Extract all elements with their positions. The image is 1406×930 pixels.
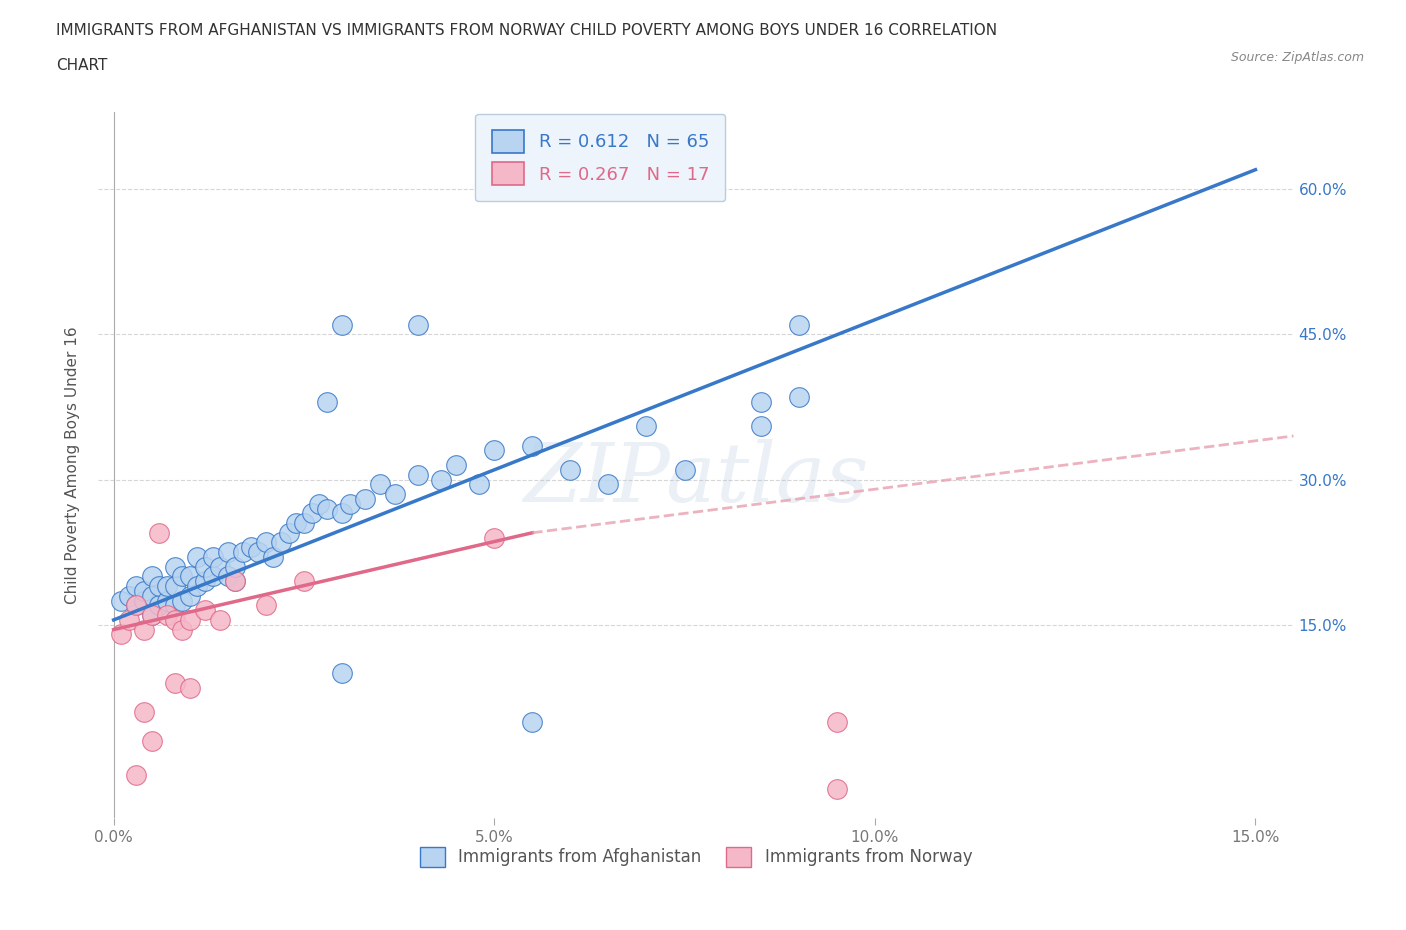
Point [308,497,330,512]
Point [132,704,155,719]
Point [636,418,658,433]
Point [141,607,163,622]
Point [194,559,217,574]
Point [330,506,353,521]
Point [148,525,170,540]
Point [172,622,194,637]
Point [156,578,179,593]
Point [118,613,141,628]
Legend: Immigrants from Afghanistan, Immigrants from Norway: Immigrants from Afghanistan, Immigrants … [413,840,979,873]
Point [163,578,186,593]
Point [179,680,201,695]
Text: ZIPatlas: ZIPatlas [523,439,869,519]
Point [125,598,148,613]
Point [125,598,148,613]
Point [224,559,246,574]
Point [406,317,429,332]
Point [110,593,132,608]
Point [484,443,506,458]
Point [194,574,217,589]
Text: Source: ZipAtlas.com: Source: ZipAtlas.com [1230,51,1364,64]
Point [292,515,315,530]
Point [209,559,232,574]
Point [330,666,353,681]
Point [179,613,201,628]
Point [270,535,292,550]
Point [194,603,217,618]
Point [598,477,620,492]
Point [163,613,186,628]
Point [110,627,132,642]
Point [125,578,148,593]
Point [277,525,299,540]
Point [315,501,337,516]
Point [368,477,391,492]
Point [468,477,491,492]
Point [484,530,506,545]
Point [224,574,246,589]
Point [825,782,848,797]
Point [186,550,208,565]
Point [353,491,375,506]
Point [384,486,406,501]
Point [263,550,285,565]
Point [787,390,810,405]
Point [522,438,544,453]
Point [179,569,201,584]
Point [163,598,186,613]
Point [825,714,848,729]
Point [132,583,155,598]
Point [172,569,194,584]
Point [232,545,254,560]
Point [141,589,163,604]
Point [330,317,353,332]
Point [163,675,186,690]
Point [132,593,155,608]
Point [285,515,308,530]
Point [118,589,141,604]
Point [560,462,582,477]
Point [132,622,155,637]
Point [209,613,232,628]
Point [141,607,163,622]
Point [673,462,696,477]
Point [201,550,224,565]
Point [148,598,170,613]
Point [430,472,453,487]
Point [787,317,810,332]
Point [148,578,170,593]
Point [239,539,262,554]
Point [254,598,277,613]
Point [406,467,429,482]
Point [339,497,361,512]
Point [315,394,337,409]
Point [749,394,772,409]
Point [201,569,224,584]
Point [254,535,277,550]
Point [186,578,208,593]
Point [444,458,467,472]
Point [156,607,179,622]
Point [141,734,163,749]
Point [301,506,323,521]
Point [179,589,201,604]
Point [141,569,163,584]
Point [224,574,246,589]
Point [125,767,148,782]
Point [217,569,239,584]
Point [156,593,179,608]
Point [163,559,186,574]
Text: IMMIGRANTS FROM AFGHANISTAN VS IMMIGRANTS FROM NORWAY CHILD POVERTY AMONG BOYS U: IMMIGRANTS FROM AFGHANISTAN VS IMMIGRANT… [56,23,997,38]
Point [292,574,315,589]
Text: CHART: CHART [56,58,108,73]
Point [217,545,239,560]
Point [247,545,270,560]
Point [522,714,544,729]
Point [749,418,772,433]
Point [172,593,194,608]
Y-axis label: Child Poverty Among Boys Under 16: Child Poverty Among Boys Under 16 [65,326,80,604]
